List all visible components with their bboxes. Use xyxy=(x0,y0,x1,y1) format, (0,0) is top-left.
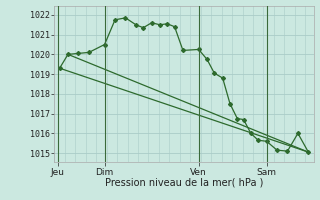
X-axis label: Pression niveau de la mer( hPa ): Pression niveau de la mer( hPa ) xyxy=(105,178,263,188)
